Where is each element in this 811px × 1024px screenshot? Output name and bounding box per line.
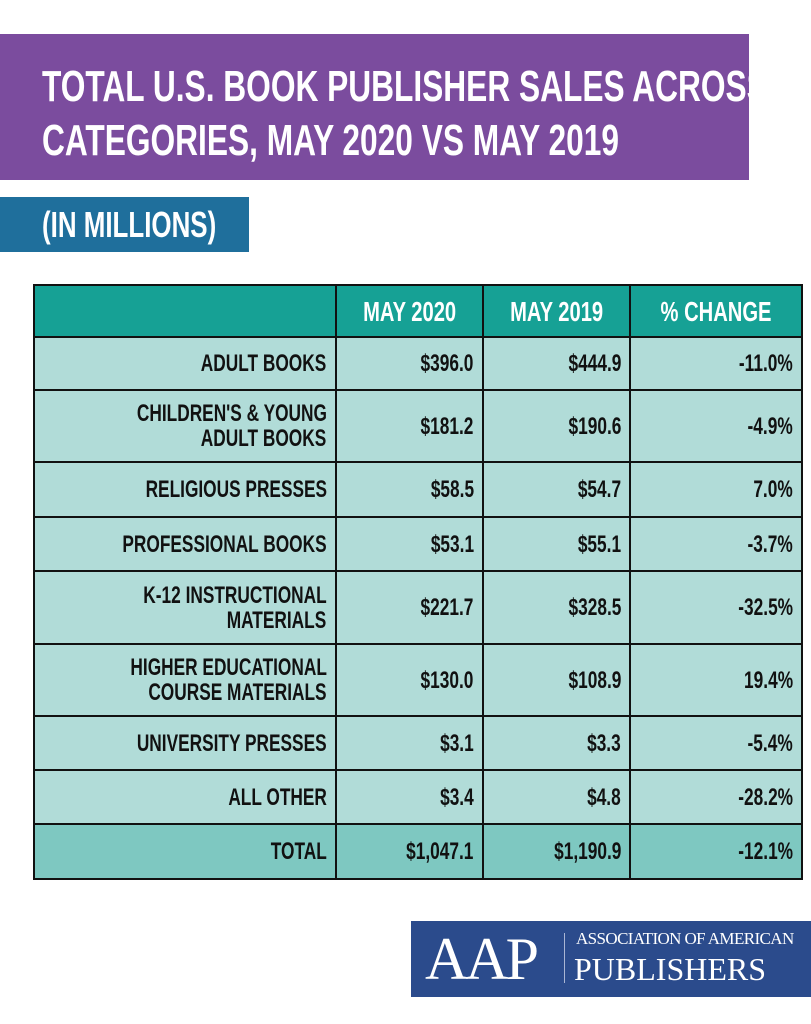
row-label: ADULT BOOKS: [33, 336, 337, 391]
subtitle-band: (IN MILLIONS): [0, 197, 249, 252]
subtitle: (IN MILLIONS): [42, 204, 217, 245]
value-may-2020: $3.4: [334, 769, 484, 825]
title-line: TOTAL U.S. BOOK PUBLISHER SALES ACROSS A…: [42, 62, 811, 111]
header-change: % CHANGE: [629, 284, 804, 338]
value-may-2019: $54.7: [481, 461, 632, 518]
value-may-2019: $1,190.9: [481, 823, 632, 880]
logo-divider: [564, 933, 565, 983]
title-line: CATEGORIES, MAY 2020 VS MAY 2019: [42, 116, 619, 165]
value-may-2019: $4.8: [481, 769, 632, 825]
value-may-2019: $3.3: [481, 715, 632, 771]
row-label-line: ADULT BOOKS: [201, 350, 327, 377]
row-label-line: COURSE MATERIALS: [148, 679, 327, 706]
value-may-2019: $108.9: [481, 643, 632, 717]
row-label-line: RELIGIOUS PRESSES: [145, 476, 327, 503]
value-change: -32.5%: [629, 570, 804, 645]
value-may-2020: $1,047.1: [334, 823, 484, 880]
table-row: ADULT BOOKS $396.0 $444.9 -11.0%: [33, 336, 804, 391]
value-change: -4.9%: [629, 389, 804, 463]
row-label: ALL OTHER: [33, 769, 337, 825]
value-may-2020: $181.2: [334, 389, 484, 463]
value-may-2019: $444.9: [481, 336, 632, 391]
row-label: CHILDREN'S & YOUNG ADULT BOOKS: [33, 389, 337, 463]
value-may-2019: $55.1: [481, 516, 632, 572]
value-may-2020: $396.0: [334, 336, 484, 391]
row-label: UNIVERSITY PRESSES: [33, 715, 337, 771]
table-row: K-12 INSTRUCTIONAL MATERIALS $221.7 $328.5-…: [33, 570, 804, 645]
table-row: PROFESSIONAL BOOKS $53.1 $55.1 -3.7%: [33, 516, 804, 572]
aap-logo: AAP ASSOCIATION OF AMERICAN PUBLISHERS: [411, 921, 811, 997]
total-row: TOTAL $1,047.1 $1,190.9 -12.1%: [33, 823, 804, 880]
value-change: 19.4%: [629, 643, 804, 717]
row-label-line: TOTAL: [270, 838, 327, 865]
header-may-2020: MAY 2020: [334, 284, 484, 338]
title-band: TOTAL U.S. BOOK PUBLISHER SALES ACROSS A…: [0, 34, 811, 180]
table-row: ALL OTHER $3.4 $4.8 -28.2%: [33, 769, 804, 825]
row-label-line: MATERIALS: [227, 606, 327, 634]
value-change: -12.1%: [629, 823, 804, 880]
value-may-2020: $3.1: [334, 715, 484, 771]
row-label-line: CHILDREN'S & YOUNG: [136, 400, 327, 427]
row-label: HIGHER EDUCATIONAL COURSE MATERIALS: [33, 643, 337, 717]
value-change: -5.4%: [629, 715, 804, 771]
row-label: K-12 INSTRUCTIONAL MATERIALS: [33, 570, 337, 645]
header-blank: [33, 284, 337, 338]
row-label-line: UNIVERSITY PRESSES: [136, 729, 327, 757]
row-label-line: ADULT BOOKS: [201, 425, 327, 452]
value-change: 7.0%: [629, 461, 804, 518]
row-label-line: ALL OTHER: [228, 783, 327, 811]
row-label-line: HIGHER EDUCATIONAL: [130, 654, 327, 681]
row-label: RELIGIOUS PRESSES: [33, 461, 337, 518]
row-label: PROFESSIONAL BOOKS: [33, 516, 337, 572]
table-row: UNIVERSITY PRESSES $3.1 $3.3 -5.4%: [33, 715, 804, 771]
table-row: HIGHER EDUCATIONAL COURSE MATERIALS $130.0…: [33, 643, 804, 717]
sales-table: MAY 2020 MAY 2019 % CHANGE ADULT BOOKS $3…: [33, 284, 804, 880]
value-may-2019: $328.5: [481, 570, 632, 645]
logo-mark: AAP: [425, 926, 539, 992]
header-may-2019: MAY 2019: [481, 284, 632, 338]
table-row: CHILDREN'S & YOUNG ADULT BOOKS $181.2 $190.…: [33, 389, 804, 463]
value-may-2020: $53.1: [334, 516, 484, 572]
value-may-2020: $221.7: [334, 570, 484, 645]
page-title: TOTAL U.S. BOOK PUBLISHER SALES ACROSS A…: [42, 60, 811, 168]
table-header-row: MAY 2020 MAY 2019 % CHANGE: [33, 284, 804, 338]
row-label: TOTAL: [33, 823, 337, 880]
value-may-2019: $190.6: [481, 389, 632, 463]
value-may-2020: $130.0: [334, 643, 484, 717]
value-may-2020: $58.5: [334, 461, 484, 518]
value-change: -3.7%: [629, 516, 804, 572]
row-label-line: K-12 INSTRUCTIONAL: [143, 581, 327, 609]
logo-line-2: PUBLISHERS: [574, 951, 767, 987]
value-change: -11.0%: [629, 336, 804, 391]
logo-line-1: ASSOCIATION OF AMERICAN: [576, 929, 794, 948]
value-change: -28.2%: [629, 769, 804, 825]
table-row: RELIGIOUS PRESSES $58.5 $54.7 7.0%: [33, 461, 804, 518]
row-label-line: PROFESSIONAL BOOKS: [122, 530, 327, 558]
